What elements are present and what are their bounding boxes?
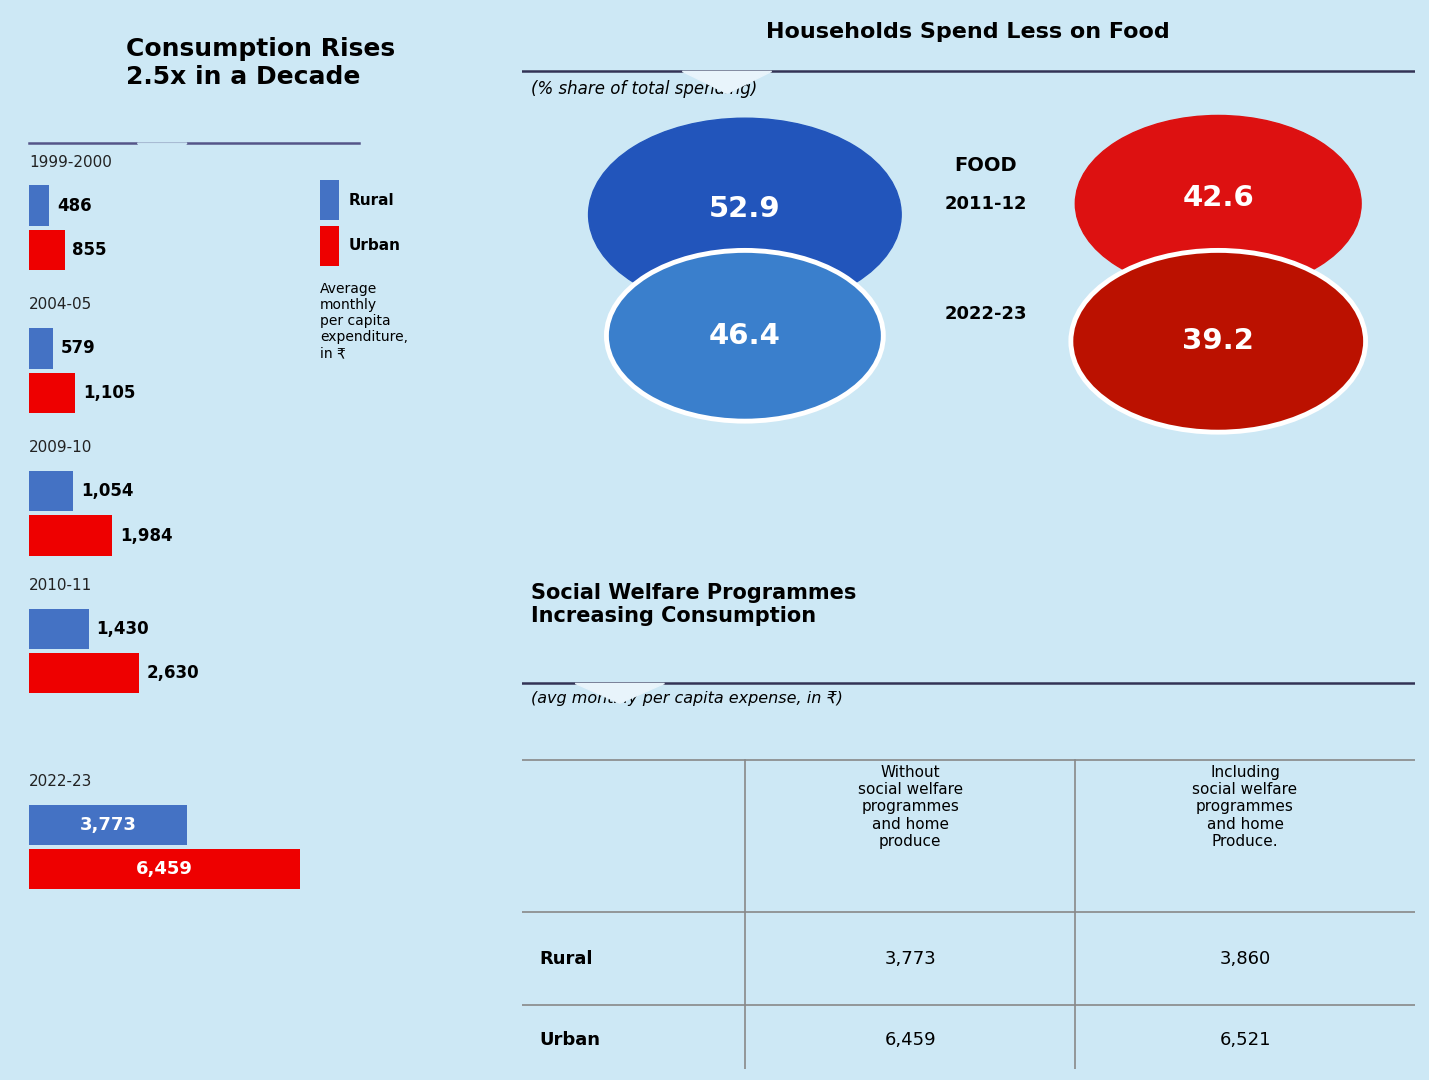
- Text: 855: 855: [73, 241, 107, 259]
- Text: Without
social welfare
programmes
and home
produce: Without social welfare programmes and ho…: [857, 765, 963, 849]
- Text: 46.4: 46.4: [709, 322, 780, 350]
- Text: 42.6: 42.6: [1182, 184, 1255, 212]
- Text: Rural: Rural: [539, 949, 593, 968]
- Text: Households Spend Less on Food: Households Spend Less on Food: [766, 22, 1170, 42]
- Text: 52.9: 52.9: [709, 195, 780, 224]
- Text: (avg monthly per capita expense, in ₹): (avg monthly per capita expense, in ₹): [530, 691, 842, 706]
- Text: Social Welfare Programmes
Increasing Consumption: Social Welfare Programmes Increasing Con…: [530, 583, 856, 626]
- Text: 579: 579: [61, 339, 96, 357]
- Text: 2,630: 2,630: [147, 664, 200, 683]
- Text: 2022-23: 2022-23: [945, 305, 1027, 323]
- Polygon shape: [137, 143, 187, 175]
- FancyBboxPatch shape: [29, 515, 113, 556]
- Polygon shape: [574, 684, 664, 703]
- Text: 2011-12: 2011-12: [945, 194, 1027, 213]
- Circle shape: [1070, 251, 1366, 432]
- Polygon shape: [683, 71, 772, 93]
- Circle shape: [1075, 116, 1360, 292]
- Text: 6,459: 6,459: [885, 1030, 936, 1049]
- Text: Including
social welfare
programmes
and home
Produce.: Including social welfare programmes and …: [1192, 765, 1298, 849]
- Text: 3,773: 3,773: [80, 815, 137, 834]
- Text: Consumption Rises
2.5x in a Decade: Consumption Rises 2.5x in a Decade: [126, 37, 396, 89]
- Text: Rural: Rural: [349, 192, 394, 207]
- Text: 2009-10: 2009-10: [29, 441, 93, 456]
- Text: 3,860: 3,860: [1219, 949, 1270, 968]
- Text: 39.2: 39.2: [1182, 327, 1255, 355]
- FancyBboxPatch shape: [29, 328, 53, 368]
- FancyBboxPatch shape: [320, 226, 339, 266]
- FancyBboxPatch shape: [29, 805, 187, 845]
- Text: 2022-23: 2022-23: [29, 773, 93, 788]
- Text: 1999-2000: 1999-2000: [29, 154, 111, 170]
- FancyBboxPatch shape: [29, 186, 50, 226]
- Text: 1,054: 1,054: [80, 483, 133, 500]
- Text: 2010-11: 2010-11: [29, 578, 93, 593]
- Text: 6,521: 6,521: [1219, 1030, 1270, 1049]
- Text: Urban: Urban: [349, 239, 400, 254]
- Text: Average
monthly
per capita
expenditure,
in ₹: Average monthly per capita expenditure, …: [320, 282, 407, 361]
- Circle shape: [589, 118, 902, 311]
- FancyBboxPatch shape: [29, 653, 140, 693]
- Text: 1,105: 1,105: [83, 383, 136, 402]
- Text: 6,459: 6,459: [136, 860, 193, 878]
- Text: 486: 486: [57, 197, 91, 215]
- Circle shape: [606, 251, 883, 421]
- Text: FOOD: FOOD: [955, 156, 1017, 175]
- Text: 1,984: 1,984: [120, 527, 173, 544]
- FancyBboxPatch shape: [29, 849, 300, 889]
- FancyBboxPatch shape: [320, 180, 339, 220]
- FancyBboxPatch shape: [29, 230, 64, 270]
- Text: 2004-05: 2004-05: [29, 297, 93, 312]
- Text: 3,773: 3,773: [885, 949, 936, 968]
- FancyBboxPatch shape: [29, 609, 89, 649]
- FancyBboxPatch shape: [29, 373, 76, 413]
- Text: Urban: Urban: [539, 1030, 600, 1049]
- FancyBboxPatch shape: [29, 471, 73, 512]
- Text: (% share of total spending): (% share of total spending): [530, 80, 757, 97]
- Text: 1,430: 1,430: [97, 620, 149, 638]
